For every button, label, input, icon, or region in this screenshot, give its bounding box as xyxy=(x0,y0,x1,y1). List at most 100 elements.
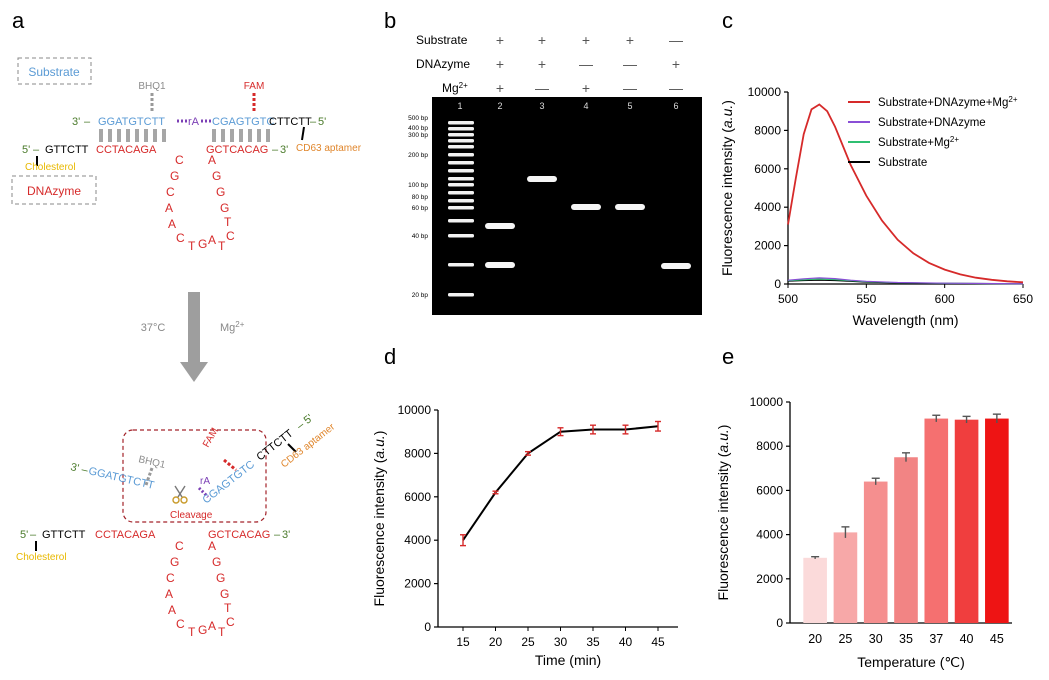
svg-text:G: G xyxy=(216,571,225,585)
time-course-chart: 0 2000 4000 6000 8000 10000 Fluorescence inten… xyxy=(371,403,678,668)
gel-lane-numbers: 1 2 3 4 5 6 xyxy=(457,101,678,111)
svg-text:A: A xyxy=(208,539,216,553)
scissors-icon xyxy=(172,485,188,504)
dnazyme-5prime-bottom: 5' xyxy=(20,529,28,541)
catalytic-loop-bottom: C G C A A C T G A A G G G T C T xyxy=(165,539,235,639)
gel-image xyxy=(432,97,702,315)
x-tick-label: 30 xyxy=(869,632,883,646)
gel-lane-number: 1 xyxy=(457,101,462,111)
series-line xyxy=(787,103,1024,284)
x-tick-label: 37 xyxy=(929,632,943,646)
dnazyme-right-arm: GCTCACAG xyxy=(206,144,268,156)
gel-sign: + xyxy=(496,80,504,96)
y-tick-label: 10000 xyxy=(398,403,432,417)
svg-text:A: A xyxy=(208,233,216,247)
svg-text:G: G xyxy=(220,587,229,601)
y-tick-label: 2000 xyxy=(754,239,781,253)
gel-sign: + xyxy=(672,56,680,72)
substrate-3prime: 3' xyxy=(72,116,80,128)
svg-text:T: T xyxy=(218,239,226,253)
ra-label: rA xyxy=(188,116,200,128)
legend-label: Substrate+DNAzyme+Mg2+ xyxy=(878,95,1018,109)
temperature-bar xyxy=(833,532,858,623)
y-tick-label: 8000 xyxy=(754,123,781,137)
emission-spectra-chart: 0 2000 4000 6000 8000 10000 Fluorescence inten… xyxy=(719,85,1033,328)
y-tick-label: 6000 xyxy=(756,483,783,497)
svg-text:G: G xyxy=(170,555,179,569)
gel-sign: — xyxy=(579,56,593,72)
sample-band xyxy=(485,223,515,229)
dnazyme-3prime-dash: – xyxy=(272,144,279,156)
svg-text:G: G xyxy=(198,623,207,637)
svg-text:T: T xyxy=(188,625,196,639)
dnazyme-lead-seq: GTTCTT xyxy=(45,144,89,156)
ladder-band xyxy=(448,219,474,223)
bhq1-label: BHQ1 xyxy=(138,81,166,92)
sample-band xyxy=(527,176,557,182)
condition-temperature: 37°C xyxy=(141,322,166,334)
x-tick-label: 650 xyxy=(1013,292,1033,306)
y-tick-label: 6000 xyxy=(754,162,781,176)
aptamer-linker xyxy=(301,126,305,141)
gel-ladder-label: 20 bp xyxy=(412,292,429,299)
svg-text:G: G xyxy=(220,201,229,215)
svg-text:T: T xyxy=(224,601,232,615)
ladder-band xyxy=(448,234,474,238)
bhq1-linker-bottom xyxy=(144,467,154,486)
y-tick-label: 8000 xyxy=(756,439,783,453)
sample-band xyxy=(485,262,515,268)
svg-text:T: T xyxy=(188,239,196,253)
cleavage-region-box xyxy=(122,429,267,523)
svg-text:C: C xyxy=(176,231,185,245)
panel-label-d: d xyxy=(384,344,397,369)
temperature-bar xyxy=(863,481,888,623)
x-axis-label: Temperature (℃) xyxy=(857,654,965,670)
panel-label-b: b xyxy=(384,8,397,33)
gel-sign: — xyxy=(623,80,637,96)
y-axis-label: Fluorescence intensity (a.u.) xyxy=(371,431,387,607)
ladder-band xyxy=(448,199,474,203)
panel-label-a: a xyxy=(12,8,25,33)
ladder-band xyxy=(448,139,474,143)
gel-sign: + xyxy=(496,32,504,48)
ladder-band xyxy=(448,169,474,173)
gel-sign: — xyxy=(669,32,683,48)
x-tick-label: 600 xyxy=(935,292,955,306)
cleavage-label: Cleavage xyxy=(170,510,213,521)
svg-text:A: A xyxy=(165,587,173,601)
cholesterol-label-bottom: Cholesterol xyxy=(16,552,67,563)
y-tick-label: 0 xyxy=(776,616,783,630)
ladder-band xyxy=(448,177,474,181)
gel-lane-number: 5 xyxy=(627,101,632,111)
gel-ladder-label: 80 bp xyxy=(412,194,429,201)
y-tick-label: 2000 xyxy=(756,572,783,586)
y-axis-label: Fluorescence intensity (a.u.) xyxy=(719,100,735,276)
x-tick-label: 500 xyxy=(778,292,798,306)
svg-text:A: A xyxy=(168,603,176,617)
temperature-bar xyxy=(894,457,918,623)
ladder-band xyxy=(448,153,474,157)
panel-label-e: e xyxy=(722,344,735,369)
svg-text:A: A xyxy=(208,153,216,167)
x-tick-label: 45 xyxy=(651,635,665,649)
gel-ladder-label: 60 bp xyxy=(412,205,429,212)
gel-ladder-label: 100 bp xyxy=(408,182,428,189)
svg-text:A: A xyxy=(168,217,176,231)
gel-ladder-label: 300 bp xyxy=(408,132,428,139)
legend-label: Substrate xyxy=(878,157,927,169)
temperature-bar xyxy=(803,557,827,623)
svg-text:A: A xyxy=(165,201,173,215)
condition-mg: Mg2+ xyxy=(220,320,245,334)
dnazyme-5prime-dash-bottom: – xyxy=(30,529,37,541)
substrate-tail-seq: CTTCTT xyxy=(269,116,312,128)
dnazyme-box-label: DNAzyme xyxy=(27,184,81,198)
cholesterol-label: Cholesterol xyxy=(25,162,76,173)
gel-panel: Substrate DNAzyme Mg2+ + + + + — + + — — + + — + — — 1… xyxy=(408,32,702,315)
ladder-band xyxy=(448,127,474,131)
y-tick-label: 10000 xyxy=(748,85,782,99)
substrate-5prime-dash: – xyxy=(310,116,317,128)
x-axis-label: Wavelength (nm) xyxy=(852,312,958,328)
temperature-chart: 0 2000 4000 6000 8000 10000 Fluorescence inten… xyxy=(715,395,1012,670)
fragment-5prime: – 5' xyxy=(294,412,315,432)
sample-band xyxy=(571,204,601,210)
